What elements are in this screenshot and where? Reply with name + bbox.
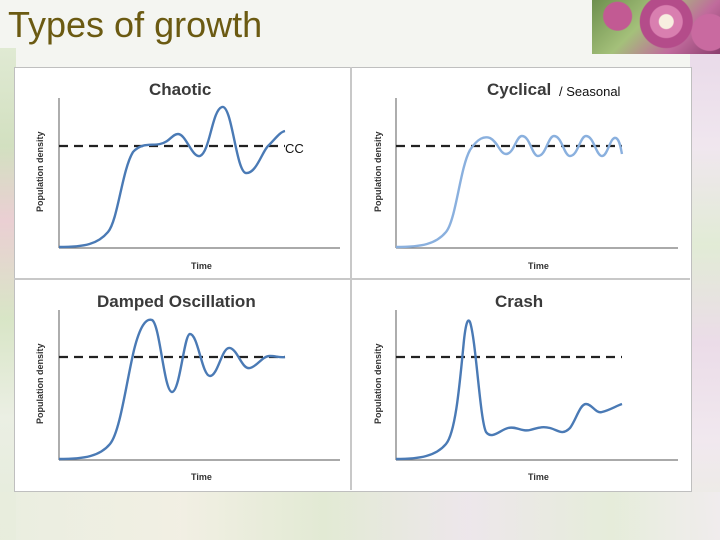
background-photo-bottom [0,492,720,540]
panel-title-crash: Crash [495,292,544,311]
diagram-divider-horizontal [14,278,690,280]
flower-photo [592,0,720,54]
x-axis-label: Time [191,261,212,271]
x-axis-label: Time [191,472,212,482]
background-photo-right [690,48,720,540]
population-curve [395,319,623,461]
seasonal-annotation: / Seasonal [559,84,621,99]
background-photo-left [0,48,16,540]
x-axis-label: Time [528,261,549,271]
panel-title-cyclical: Cyclical [487,80,552,99]
panel-title-damped: Damped Oscillation [97,292,256,311]
x-axis-label: Time [528,472,549,482]
panel-title-chaotic: Chaotic [149,80,212,99]
population-curve [58,318,286,461]
population-curve [395,134,624,249]
population-curve [58,105,286,249]
slide-title: Types of growth [8,4,263,45]
cc-annotation: CC [285,141,304,156]
